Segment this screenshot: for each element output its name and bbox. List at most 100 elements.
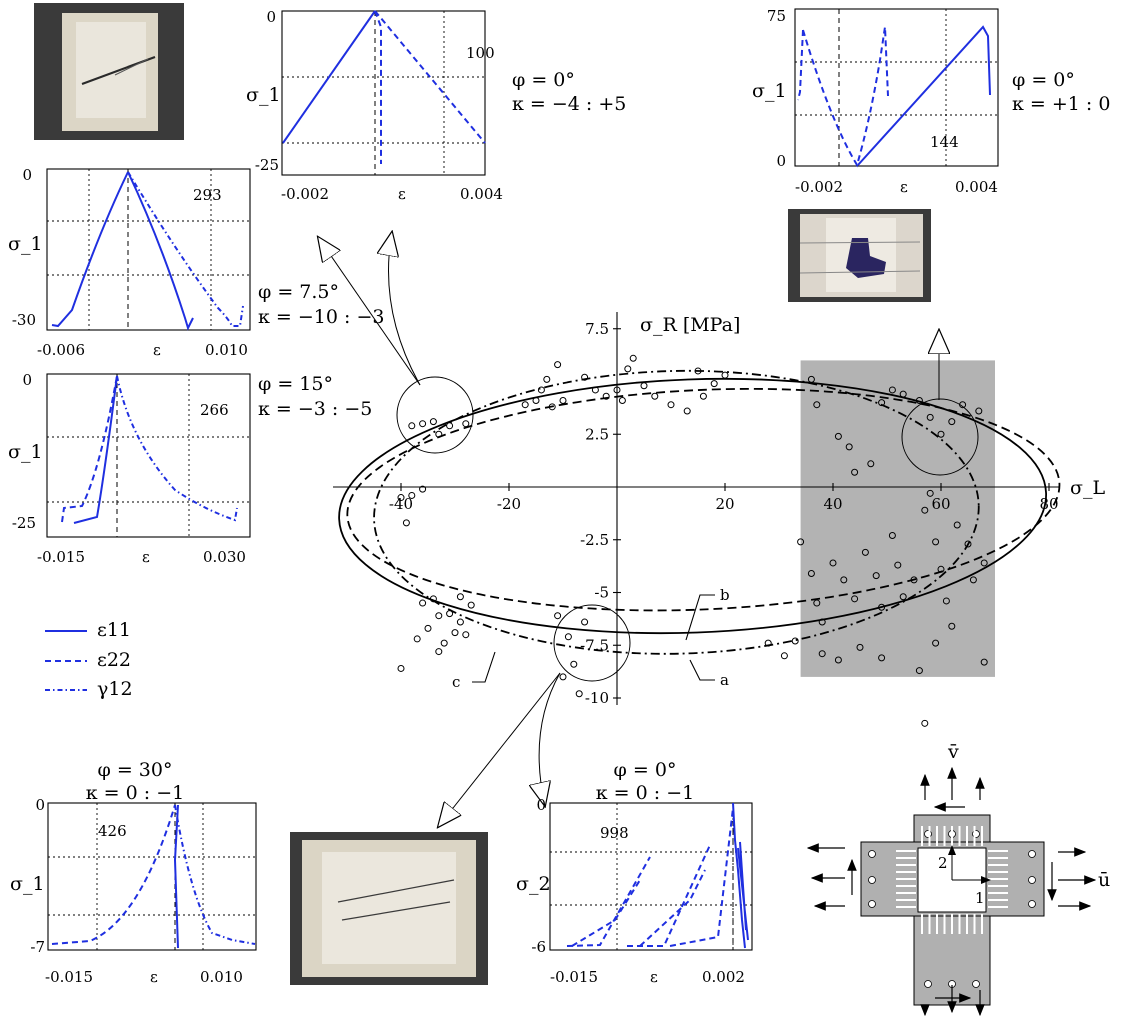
inset-tc-number: 100 — [466, 44, 495, 62]
legend-label-eps22: ε22 — [97, 649, 131, 671]
tr-phi: φ = 0° — [1012, 69, 1075, 91]
arrow-to-photo-bc — [438, 672, 561, 827]
inset-tr-xmin: -0.002 — [795, 178, 843, 196]
inset-ml-xlabel: ε — [142, 548, 150, 566]
data-point — [451, 629, 459, 637]
data-point — [543, 375, 551, 383]
inset-bl-number: 426 — [98, 822, 127, 840]
inset-bl-ymax: 0 — [35, 796, 45, 814]
data-point — [602, 392, 610, 400]
data-point — [581, 618, 589, 626]
tc-kappa: κ = −4 : +5 — [512, 93, 626, 115]
inset-ml — [46, 373, 251, 538]
specimen-labels: v̄ ū 2 1 — [938, 741, 1110, 907]
data-point — [964, 540, 972, 548]
inset-tl-xmin: -0.006 — [37, 341, 85, 359]
inset-bc-xlabel: ε — [650, 968, 658, 986]
main-plot: -40 -20 20 40 60 80 7.5 2.5 -2.5 -5 -7.5 -10 σ_R [… — [333, 312, 1105, 727]
specimen-axis-2: 2 — [938, 854, 948, 872]
data-point — [624, 365, 632, 373]
specimen-hole — [1028, 900, 1036, 908]
data-point — [559, 673, 567, 681]
data-point — [440, 639, 448, 647]
data-point — [419, 420, 427, 428]
inset-ml-frame — [46, 373, 251, 538]
data-point — [953, 521, 961, 529]
inset-bl-ymin: -7 — [30, 938, 45, 956]
load-case-annotations: φ = 0° κ = −4 : +5 φ = 0° κ = +1 : 0 φ =… — [86, 69, 1111, 804]
inset-tc-xlabel: ε — [398, 185, 406, 203]
data-point — [419, 485, 427, 493]
inset-tc-ymin: -25 — [255, 156, 279, 174]
data-point — [829, 559, 837, 567]
specimen-photo-top-left — [34, 3, 184, 140]
strain-curve-e22 — [61, 375, 118, 523]
data-point — [921, 506, 929, 514]
data-point — [980, 559, 988, 567]
specimen-u-label: ū — [1098, 869, 1110, 891]
main-x-tick-label: 40 — [823, 495, 842, 513]
strain-curve-e12 — [174, 804, 256, 945]
data-point — [575, 690, 583, 698]
arrow-to-inset-bc — [539, 672, 561, 806]
inset-tl-labels: 0 -30 σ_1 293 -0.006 ε 0.010 — [8, 166, 248, 359]
data-point — [948, 418, 956, 426]
curve-label-b: b — [720, 586, 730, 604]
inset-tc-ylabel: σ_1 — [246, 84, 281, 106]
main-x-tick-label: -40 — [389, 495, 413, 513]
inset-tl-xlabel: ε — [153, 341, 161, 359]
data-point — [581, 373, 589, 381]
inset-tr-xlabel: ε — [900, 178, 908, 196]
shaded-region — [800, 360, 995, 677]
main-x-tick-label: 60 — [931, 495, 950, 513]
data-points — [397, 354, 988, 727]
data-point — [613, 386, 621, 394]
strain-curve-e22 — [566, 807, 734, 947]
data-point — [467, 601, 475, 609]
strain-curve-e11 — [173, 804, 179, 949]
data-point — [888, 532, 896, 540]
leader-a — [689, 659, 715, 681]
insets — [46, 8, 999, 951]
data-point — [413, 635, 421, 643]
inset-bc-ymin: -6 — [531, 938, 546, 956]
strain-curve-e22b — [802, 26, 889, 168]
data-point — [554, 612, 562, 620]
inset-ml-labels: 0 -25 σ_1 266 -0.015 ε 0.030 — [8, 371, 246, 566]
curve-label-a: a — [720, 671, 729, 689]
data-point — [710, 380, 718, 388]
inset-bc-labels: 0 -6 σ_2 998 -0.015 ε 0.002 — [516, 796, 745, 986]
zoom-circle-bottom — [553, 604, 631, 682]
inset-ml-xmin: -0.015 — [37, 548, 85, 566]
inset-tc-frame — [281, 10, 486, 176]
data-point — [780, 652, 788, 660]
main-y-tick-label: -5 — [594, 584, 609, 602]
data-point — [932, 538, 940, 546]
data-point — [402, 519, 410, 527]
data-point — [435, 612, 443, 620]
data-point — [878, 654, 886, 662]
bl-phi: φ = 30° — [98, 759, 173, 781]
inset-tc-labels: 0 -25 σ_1 100 -0.002 ε 0.004 — [246, 8, 503, 203]
leader-b — [685, 594, 715, 641]
envelope-c — [373, 369, 980, 655]
data-point — [888, 386, 896, 394]
inset-tr-ymin: 0 — [776, 152, 786, 170]
inset-ml-ymax: 0 — [22, 371, 32, 389]
strain-curve-e11 — [857, 25, 991, 166]
data-point — [932, 639, 940, 647]
inset-bl — [47, 802, 257, 951]
specimen-v-label: v̄ — [947, 741, 959, 763]
inset-ml-ymin: -25 — [12, 514, 36, 532]
specimen-hole — [868, 900, 876, 908]
bc-kappa: κ = 0 : −1 — [596, 782, 694, 804]
inset-bc-ymax: 0 — [536, 796, 546, 814]
inset-ml-ylabel: σ_1 — [8, 441, 43, 463]
data-point — [894, 561, 902, 569]
inset-tl-xmax: 0.010 — [205, 341, 248, 359]
main-x-tick-label: 20 — [715, 495, 734, 513]
ml-kappa: κ = −3 : −5 — [258, 398, 372, 420]
data-point — [942, 597, 950, 605]
data-point — [813, 599, 821, 607]
